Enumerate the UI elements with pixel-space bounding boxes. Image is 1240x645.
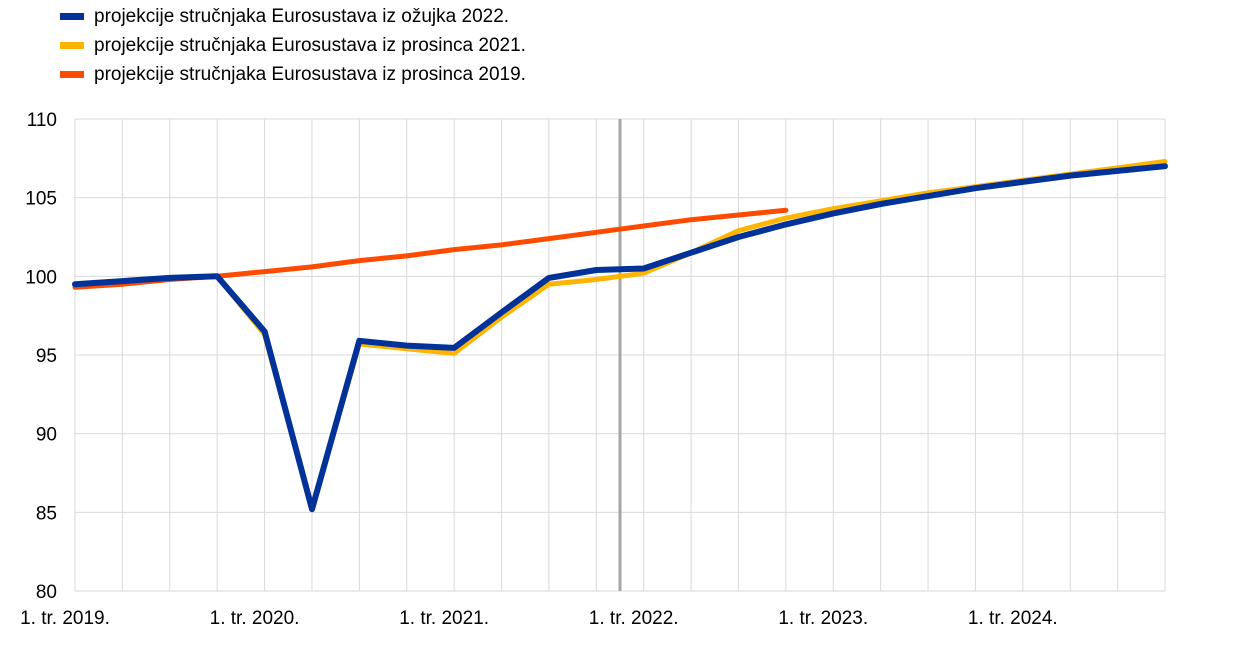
y-tick-label: 110 (27, 110, 57, 131)
y-tick-label: 95 (36, 346, 57, 367)
y-tick-label: 85 (36, 503, 57, 524)
y-tick-label: 90 (36, 425, 57, 446)
x-tick-label: 1. tr. 2020. (210, 608, 300, 629)
x-tick-label: 1. tr. 2021. (399, 608, 489, 629)
legend-item: projekcije stručnjaka Eurosustava iz ožu… (60, 2, 526, 31)
legend-swatch (60, 71, 84, 78)
legend-label: projekcije stručnjaka Eurosustava iz pro… (94, 63, 526, 85)
legend-swatch (60, 13, 84, 20)
x-tick-label: 1. tr. 2024. (968, 608, 1058, 629)
legend: projekcije stručnjaka Eurosustava iz ožu… (60, 2, 526, 89)
y-tick-label: 105 (25, 189, 57, 210)
legend-label: projekcije stručnjaka Eurosustava iz pro… (94, 34, 526, 56)
legend-swatch (60, 42, 84, 49)
x-tick-label: 1. tr. 2022. (589, 608, 679, 629)
x-tick-label: 1. tr. 2019. (20, 608, 110, 629)
series-line-2 (72, 163, 1168, 513)
legend-item: projekcije stručnjaka Eurosustava iz pro… (60, 60, 526, 89)
legend-label: projekcije stručnjaka Eurosustava iz ožu… (94, 5, 510, 27)
x-tick-label: 1. tr. 2023. (778, 608, 868, 629)
legend-item: projekcije stručnjaka Eurosustava iz pro… (60, 31, 526, 60)
y-tick-label: 100 (25, 267, 57, 288)
y-tick-label: 80 (36, 582, 57, 603)
